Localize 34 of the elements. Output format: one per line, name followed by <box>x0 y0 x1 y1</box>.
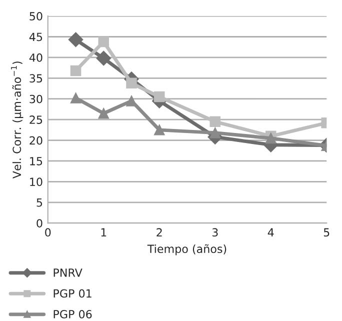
y-tick-label: 15 <box>30 157 42 166</box>
point <box>68 32 84 48</box>
point <box>154 124 165 136</box>
point <box>70 65 82 76</box>
x-tick-label: 2 <box>156 228 162 236</box>
y-tick-label: 10 <box>30 178 42 186</box>
point <box>126 78 137 89</box>
point <box>98 36 110 48</box>
y-tick-label: 5 <box>36 198 42 207</box>
y-axis-title: Vel. Corr. (µm·año$^{−1}$) <box>10 62 24 178</box>
y-tick-label: 30 <box>30 94 42 104</box>
y-tick-label: 20 <box>30 136 42 145</box>
point <box>210 116 220 128</box>
point <box>96 50 112 66</box>
y-tick-label: 45 <box>29 32 42 42</box>
y-tick-label: 40 <box>29 53 42 62</box>
x-tick-label: 0 <box>45 228 51 237</box>
point <box>98 108 110 119</box>
point <box>154 91 165 102</box>
point <box>70 92 82 104</box>
y-tick-label: 0 <box>36 219 42 228</box>
x-tick-label: 3 <box>212 228 218 237</box>
y-tick-label: 35 <box>30 74 42 83</box>
x-axis-title: Tiempo (años) <box>147 244 226 256</box>
legend-label: PGP 01 <box>54 289 92 298</box>
x-tick-label: 5 <box>324 228 330 237</box>
legend-label: PGP 06 <box>54 310 92 318</box>
point <box>210 127 220 138</box>
legend-label: PNRV <box>54 268 82 277</box>
x-tick-label: 1 <box>101 228 106 236</box>
point <box>126 96 137 106</box>
y-tick-label: 50 <box>30 12 42 20</box>
x-tick-label: 4 <box>268 228 274 236</box>
y-tick-label: 25 <box>30 116 42 124</box>
